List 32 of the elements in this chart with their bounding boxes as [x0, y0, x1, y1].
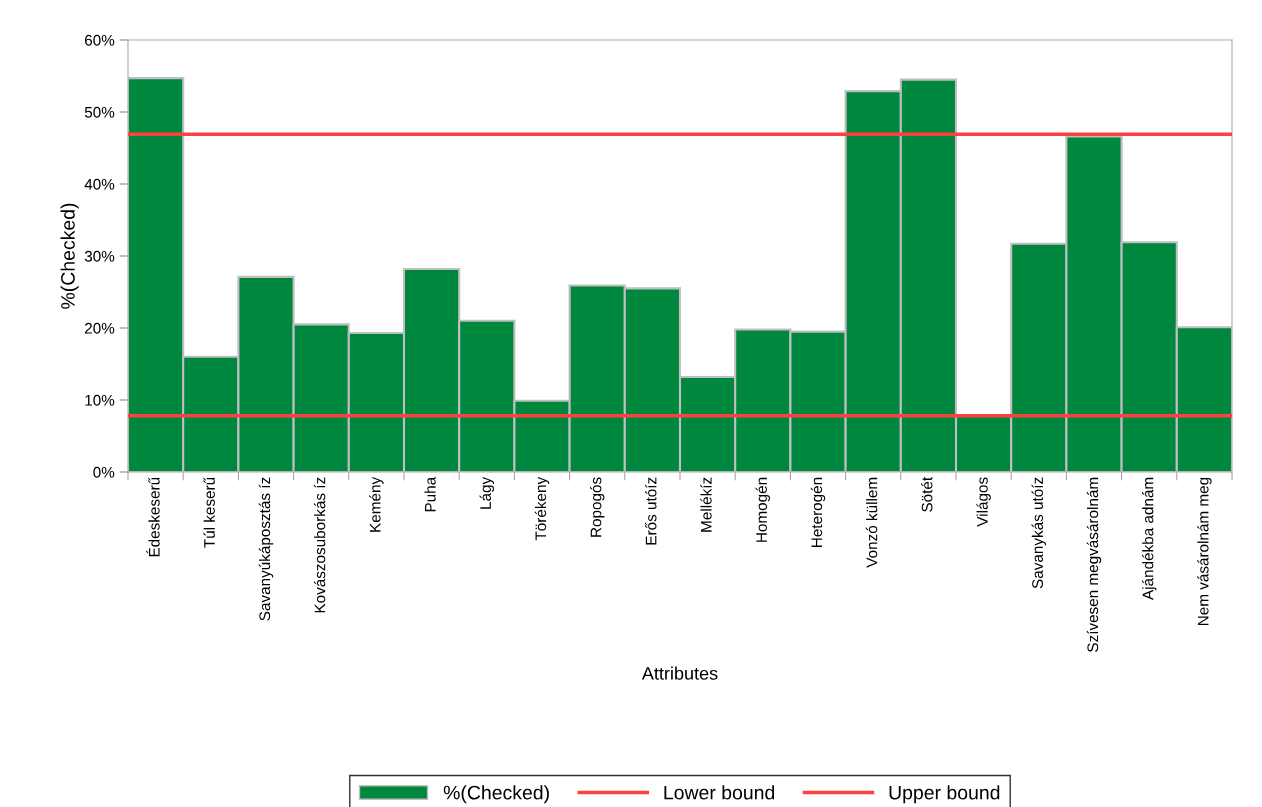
x-tick-label: Kovászosuborkás íz — [313, 477, 326, 613]
y-axis-title: %(Checked) — [60, 203, 79, 309]
y-tick-label: 40% — [84, 178, 115, 190]
x-tick-label: Erős utóíz — [645, 477, 657, 545]
y-tick-label: 0% — [93, 466, 115, 478]
y-tick-label: 50% — [84, 106, 115, 118]
x-tick-label: Puha — [424, 476, 436, 512]
legend-label: Lower bound — [664, 785, 775, 800]
x-tick-label: Édeskeserű — [146, 477, 160, 557]
legend-label: Upper bound — [889, 785, 1000, 804]
x-tick-label: Túl keserű — [203, 477, 215, 548]
x-tick-label: Savanyúkáposztás íz — [258, 477, 274, 621]
x-tick-label: Törékeny — [534, 476, 550, 541]
x-tick-label: Ropogós — [589, 477, 605, 537]
x-tick-label: Mellékíz — [700, 477, 712, 532]
legend-label: %(Checked) — [443, 785, 549, 804]
x-tick-label: Lágy — [479, 476, 495, 509]
y-tick-label: 10% — [85, 394, 115, 406]
x-tick-label: Világos — [976, 477, 991, 527]
y-tick-label: 20% — [85, 322, 115, 334]
y-tick-label: 30% — [84, 250, 115, 262]
y-tick-label: 60% — [85, 34, 115, 46]
x-axis-title: Attributes — [641, 666, 718, 680]
x-tick-label: Homogén — [755, 477, 771, 542]
x-tick-label: Sötét — [921, 476, 933, 512]
x-tick-label: Vonzó küllem — [865, 477, 878, 568]
x-tick-label: Savanykás utóíz — [1031, 477, 1047, 589]
x-tick-label: Nem vásárolnám meg — [1197, 477, 1212, 626]
x-tick-label: Szívesen megvásárolnám — [1086, 477, 1102, 652]
x-tick-label: Ajándékba adnám — [1141, 477, 1157, 600]
x-tick-label: Heterogén — [810, 477, 826, 547]
x-tick-label: Kemény — [369, 476, 384, 532]
